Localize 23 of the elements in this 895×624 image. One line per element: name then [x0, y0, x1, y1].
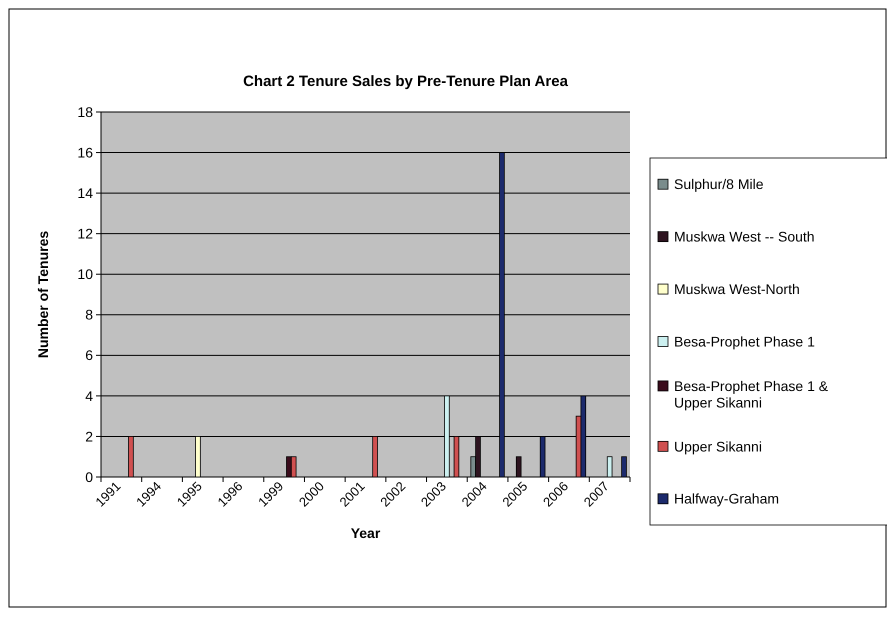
legend-label: Sulphur/8 Mile	[674, 176, 764, 192]
legend-label: Upper Sikanni	[674, 438, 762, 454]
bar	[516, 456, 522, 478]
legend-label: Muskwa West-North	[674, 280, 800, 297]
y-tick-label: 0	[85, 468, 94, 485]
x-axis-title: Year	[350, 525, 381, 541]
legend-label: Muskwa West -- South	[674, 228, 815, 245]
y-axis-title: Number of Tenures	[35, 230, 51, 358]
y-tick-label: 2	[85, 428, 94, 444]
y-tick-label: 18	[77, 104, 94, 120]
legend-label: Besa-Prophet Phase 1	[674, 333, 816, 350]
y-tick-label: 16	[77, 144, 94, 160]
bar	[606, 456, 612, 478]
legend-label: Halfway-Graham	[674, 490, 780, 507]
y-tick-label: 8	[85, 306, 94, 323]
chart-title: Chart 2 Tenure Sales by Pre-Tenure Plan Area	[243, 73, 569, 90]
bar	[621, 456, 627, 478]
y-tick-label: 4	[85, 388, 94, 404]
y-tick-label: 10	[77, 266, 94, 282]
y-tick-label: 12	[77, 226, 94, 242]
y-tick-label: 14	[77, 185, 94, 202]
y-tick-label: 6	[85, 347, 94, 364]
legend-label: Besa-Prophet Phase 1 & Upper Sikanni	[674, 378, 829, 411]
